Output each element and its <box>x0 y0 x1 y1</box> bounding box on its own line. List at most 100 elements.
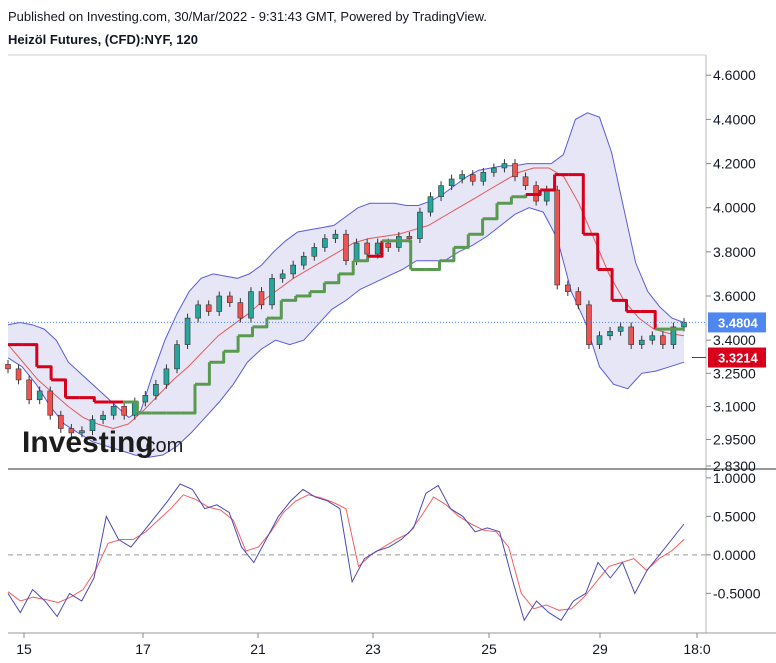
x-tick-label: 29 <box>592 641 608 657</box>
candle-body[interactable] <box>638 339 645 345</box>
candle-body[interactable] <box>153 384 159 396</box>
candle-body[interactable] <box>628 326 634 345</box>
candle-body[interactable] <box>290 264 296 275</box>
bollinger-upper-line <box>7 112 685 419</box>
candle-body[interactable] <box>617 326 624 332</box>
candle-body[interactable] <box>163 368 170 385</box>
candle-body[interactable] <box>681 322 687 328</box>
candle-body[interactable] <box>374 242 381 255</box>
supertrend-segment <box>223 335 240 353</box>
candle-body[interactable] <box>184 317 191 345</box>
supertrend-segment <box>396 239 413 270</box>
candle-body[interactable] <box>406 236 413 239</box>
supertrend-segment <box>22 343 39 367</box>
supertrend-segment <box>36 365 53 380</box>
candle-body[interactable] <box>15 368 22 381</box>
y-tick-label: 4.4000 <box>713 111 756 127</box>
candle-body[interactable] <box>469 174 476 182</box>
candle-body[interactable] <box>459 174 465 180</box>
candle-body[interactable] <box>216 295 223 312</box>
osc-tick-label: 0.0000 <box>713 547 756 563</box>
supertrend-segment <box>439 247 456 263</box>
supertrend-segment <box>597 268 614 301</box>
candle-body[interactable] <box>660 335 666 345</box>
candle-body[interactable] <box>448 178 455 186</box>
candle-body[interactable] <box>227 295 233 303</box>
candle-body[interactable] <box>586 304 592 345</box>
candle-body[interactable] <box>258 291 265 306</box>
candle-body[interactable] <box>649 335 656 341</box>
supertrend-segment <box>209 351 226 364</box>
y-tick-label: 3.6000 <box>713 288 756 304</box>
candle-body[interactable] <box>5 364 11 370</box>
candle-body[interactable] <box>58 414 64 429</box>
candle-body[interactable] <box>300 255 307 266</box>
candle-body[interactable] <box>596 335 603 345</box>
candle-body[interactable] <box>565 284 571 292</box>
supertrend-segment <box>338 260 355 276</box>
supertrend-segment <box>180 384 197 415</box>
indicator-badge-label: 3.3214 <box>718 351 759 366</box>
axes: 4.6000 4.4000 4.2000 4.0000 3.8000 3.6000 3.40… <box>16 67 766 657</box>
candle-body[interactable] <box>670 326 677 345</box>
candle-body[interactable] <box>110 406 117 416</box>
supertrend-segment <box>568 173 585 235</box>
y-tick-label: 4.0000 <box>713 200 756 216</box>
supertrend-segment <box>266 300 283 320</box>
candle-body[interactable] <box>512 163 518 178</box>
candle-body[interactable] <box>491 167 497 173</box>
supertrend-segment <box>252 318 269 329</box>
last-price-badge <box>708 312 766 333</box>
logo-wordmark: Investing <box>22 426 154 459</box>
last-price-badge-label: 3.4804 <box>718 315 759 330</box>
candle-body[interactable] <box>311 247 318 257</box>
y-tick-label: 3.8000 <box>713 244 756 260</box>
candle-body[interactable] <box>269 278 275 306</box>
supertrend-segment <box>497 196 513 205</box>
candle-body[interactable] <box>142 395 149 403</box>
candle-body[interactable] <box>501 163 508 169</box>
candle-body[interactable] <box>575 291 582 306</box>
candle-body[interactable] <box>47 390 54 416</box>
candle-body[interactable] <box>36 390 43 401</box>
osc-tick-label: 0.5000 <box>713 508 756 524</box>
supertrend-segment <box>640 310 657 330</box>
candle-body[interactable] <box>248 291 254 319</box>
candle-body[interactable] <box>427 196 434 213</box>
candle-body[interactable] <box>385 242 392 248</box>
supertrend-segment <box>482 203 499 221</box>
candle-body[interactable] <box>522 176 529 186</box>
osc-tick-label: 1.0000 <box>713 470 756 486</box>
supertrend-segment <box>468 218 485 236</box>
published-caption: Published on Investing.com, 30/Mar/2022 … <box>8 9 487 24</box>
candle-body[interactable] <box>343 233 349 261</box>
supertrend-segment <box>583 232 600 270</box>
candle-body[interactable] <box>322 238 328 248</box>
candle-body[interactable] <box>543 189 550 202</box>
stochastic-pane[interactable] <box>7 483 706 622</box>
candle-body[interactable] <box>438 185 444 197</box>
candle-body[interactable] <box>353 242 360 261</box>
candle-body[interactable] <box>205 304 212 312</box>
candle-body[interactable] <box>554 189 561 286</box>
candle-body[interactable] <box>121 406 127 416</box>
candle-body[interactable] <box>100 414 106 420</box>
y-tick-label: 4.2000 <box>713 156 756 172</box>
candle-body[interactable] <box>417 211 423 239</box>
y-tick-label: 3.1000 <box>713 398 756 414</box>
price-pane[interactable] <box>5 112 707 458</box>
candle-body[interactable] <box>279 273 286 279</box>
candle-body[interactable] <box>607 331 613 337</box>
candle-body[interactable] <box>480 172 487 182</box>
candle-body[interactable] <box>26 379 32 401</box>
candle-body[interactable] <box>332 233 339 239</box>
candle-body[interactable] <box>79 430 85 434</box>
supertrend-segment <box>612 298 628 312</box>
candle-body[interactable] <box>364 242 370 255</box>
candle-body[interactable] <box>195 304 201 319</box>
candle-body[interactable] <box>237 302 244 319</box>
candle-body[interactable] <box>68 428 75 434</box>
candle-body[interactable] <box>89 419 96 431</box>
candle-body[interactable] <box>174 344 180 370</box>
